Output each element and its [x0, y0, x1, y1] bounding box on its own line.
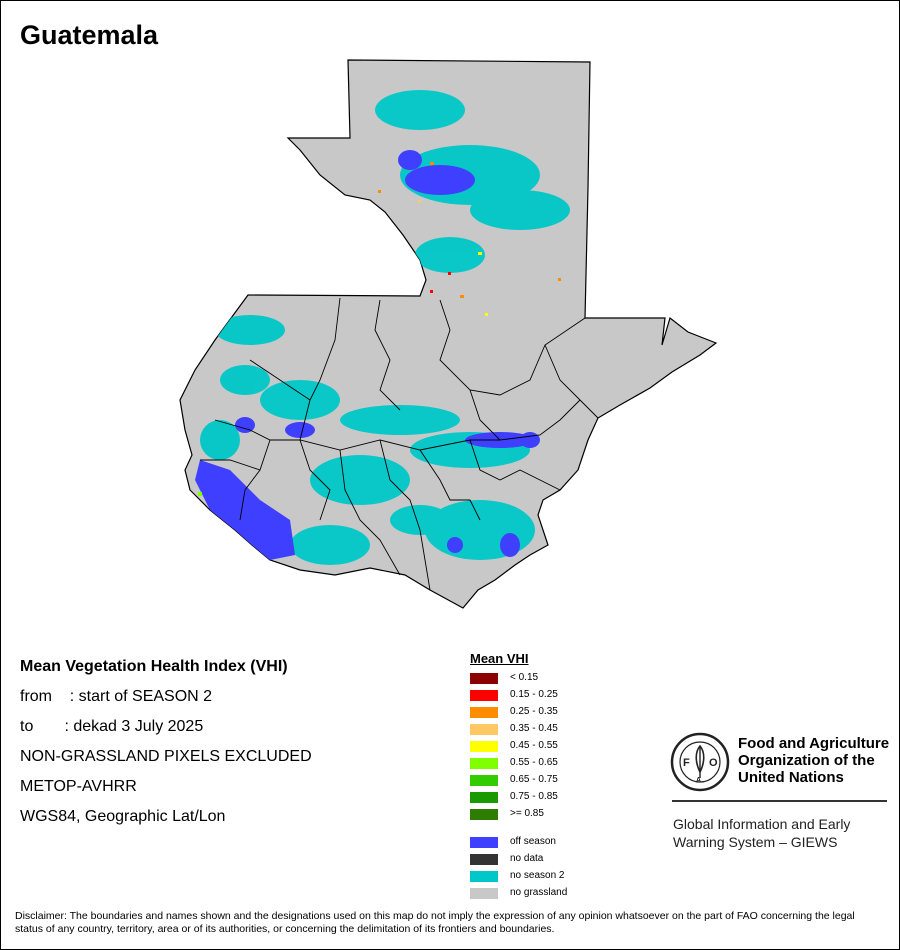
legend-swatch	[470, 690, 498, 701]
system-name: Global Information and Early Warning Sys…	[673, 815, 850, 851]
legend-label: 0.35 - 0.45	[510, 723, 558, 734]
legend-swatch	[470, 871, 498, 882]
period-from: from : start of SEASON 2	[20, 688, 213, 705]
org-divider	[672, 800, 887, 802]
legend-label: off season	[510, 836, 556, 847]
legend-swatch	[470, 809, 498, 820]
legend-swatch	[470, 888, 498, 899]
legend-title: Mean VHI	[470, 651, 529, 666]
disclaimer-text: Disclaimer: The boundaries and names sho…	[15, 910, 855, 935]
exclusion-note: NON-GRASSLAND PIXELS EXCLUDED	[20, 748, 312, 765]
org-name-line3: United Nations	[738, 769, 844, 786]
legend-swatch	[470, 724, 498, 735]
department-boundaries	[200, 297, 599, 591]
legend-swatch	[470, 758, 498, 769]
legend-items: < 0.15 0.15 - 0.25 0.25 - 0.35 0.35 - 0.45 0…	[470, 669, 670, 909]
org-name-line2: Organization of the	[738, 752, 875, 769]
period-to: to : dekad 3 July 2025	[20, 718, 204, 735]
legend-label: no grassland	[510, 887, 568, 898]
legend-label: < 0.15	[510, 672, 539, 683]
projection-name: WGS84, Geographic Lat/Lon	[20, 808, 226, 825]
legend-label: 0.25 - 0.35	[510, 706, 558, 717]
vhi-class-pixels	[198, 162, 561, 496]
legend-swatch	[470, 837, 498, 848]
sensor-name: METOP-AVHRR	[20, 778, 137, 795]
organization-name: Food and Agriculture Organization of the…	[738, 735, 889, 786]
vhi-legend: Mean VHI < 0.15 0.15 - 0.25 0.25 - 0.35 0.3…	[470, 651, 670, 909]
legend-swatch	[470, 854, 498, 865]
legend-label: 0.55 - 0.65	[510, 757, 558, 768]
legend-label: no data	[510, 853, 544, 864]
legend-swatch	[470, 707, 498, 718]
guatemala-map	[179, 59, 718, 609]
map-info: Mean Vegetation Health Index (VHI) from …	[20, 658, 312, 838]
vhi-pixel-layer	[195, 90, 570, 565]
off-season-areas	[195, 150, 540, 560]
index-heading: Mean Vegetation Health Index (VHI)	[20, 658, 288, 675]
logo-text-f: F	[683, 757, 690, 769]
system-line1: Global Information and Early	[673, 816, 851, 832]
legend-swatch	[470, 775, 498, 786]
legend-label: 0.75 - 0.85	[510, 791, 558, 802]
legend-label: no season 2	[510, 870, 565, 881]
legend-label: 0.65 - 0.75	[510, 774, 558, 785]
legend-label: >= 0.85	[510, 808, 544, 819]
legend-swatch	[470, 741, 498, 752]
logo-text-a: A	[696, 777, 701, 784]
system-line2: Warning System – GIEWS	[673, 834, 838, 850]
legend-swatch	[470, 673, 498, 684]
legend-swatch	[470, 792, 498, 803]
fao-logo: F O A	[670, 732, 730, 792]
legend-label: 0.15 - 0.25	[510, 689, 558, 700]
org-name-line1: Food and Agriculture	[738, 735, 890, 752]
logo-text-o: O	[709, 757, 718, 769]
map-title: Guatemala	[20, 20, 159, 50]
legend-label: 0.45 - 0.55	[510, 740, 558, 751]
